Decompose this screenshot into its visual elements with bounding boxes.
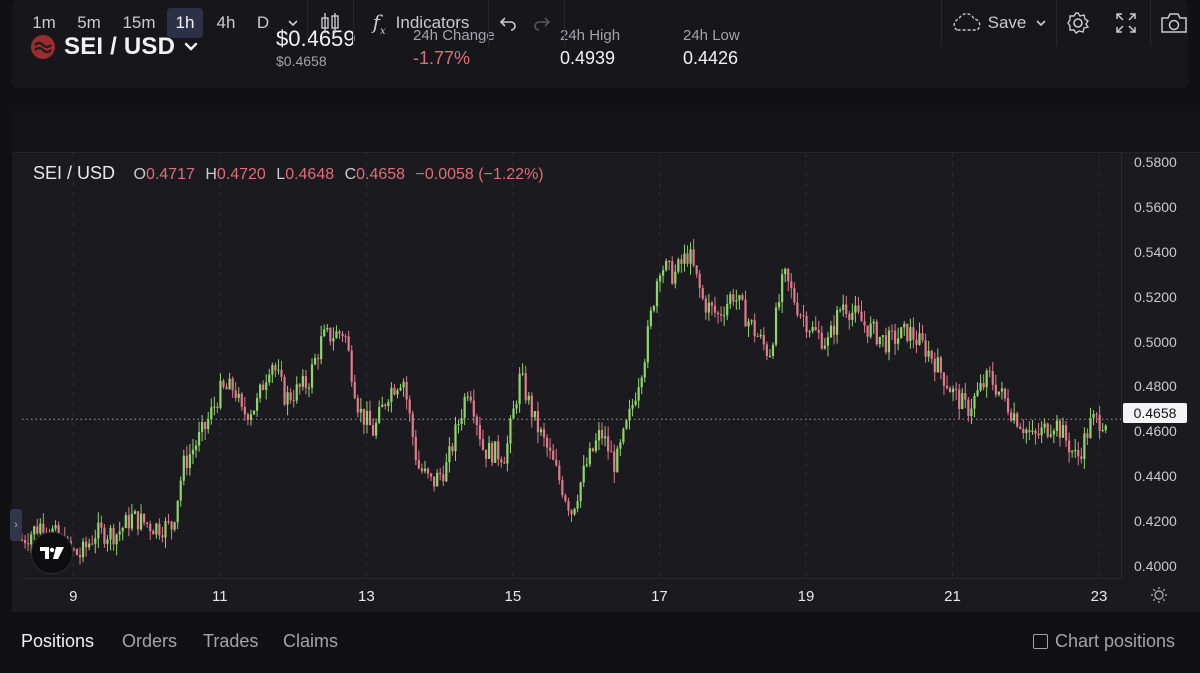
index-price: $0.4658 xyxy=(276,53,327,69)
current-price: $0.4659 xyxy=(276,26,356,51)
stat-24h-low: 24h Low 0.4426 xyxy=(683,27,740,69)
toolbar-divider xyxy=(488,0,489,46)
legend-symbol: SEI / USD xyxy=(33,163,116,183)
time-tick-label: 9 xyxy=(69,588,78,605)
time-tick-label: 13 xyxy=(358,588,375,605)
chart-positions-label[interactable]: Chart positions xyxy=(1055,631,1176,651)
sei-logo-icon xyxy=(31,35,55,59)
legend-c-label: C xyxy=(344,166,357,183)
pair-selector[interactable]: SEI / USD xyxy=(30,33,199,61)
chart-type-button[interactable] xyxy=(312,0,348,46)
tab-trades[interactable]: Trades xyxy=(203,631,259,651)
time-tick-label: 11 xyxy=(212,588,228,605)
settings-button[interactable] xyxy=(1060,0,1096,46)
tab-orders[interactable]: Orders xyxy=(122,631,178,651)
function-icon: fx xyxy=(372,9,386,37)
legend-change: −0.0058 (−1.22%) xyxy=(415,166,544,183)
undo-icon xyxy=(499,17,516,31)
stat-value: 0.4939 xyxy=(560,48,616,68)
last-price-label: 0.4658 xyxy=(1123,403,1187,423)
chart-area[interactable] xyxy=(12,106,1200,612)
price-tick-label: 0.5800 xyxy=(1134,154,1177,171)
time-axis[interactable] xyxy=(22,578,1121,613)
chart-positions-checkbox[interactable] xyxy=(1033,634,1048,649)
save-label: Save xyxy=(987,13,1027,32)
interval-5m[interactable]: 5m xyxy=(77,13,101,32)
price-tick-label: 0.4800 xyxy=(1134,378,1177,395)
interval-dropdown[interactable] xyxy=(282,0,304,46)
price-tick-label: 0.5400 xyxy=(1134,243,1177,260)
interval-4h[interactable]: 4h xyxy=(216,13,236,32)
price-tick-label: 0.4000 xyxy=(1134,557,1177,574)
interval-15m[interactable]: 15m xyxy=(122,13,156,32)
screenshot-button[interactable] xyxy=(1156,0,1192,46)
time-tick-label: 21 xyxy=(944,588,961,605)
indicators-button[interactable]: fx Indicators xyxy=(362,0,480,46)
time-tick-label: 19 xyxy=(797,588,815,605)
sidebar-expand-handle[interactable]: › xyxy=(10,509,22,541)
cloud-icon xyxy=(953,13,981,31)
market-header xyxy=(12,0,1188,88)
toolbar-divider xyxy=(353,0,354,46)
stat-label: 24h Low xyxy=(683,27,740,44)
tab-claims[interactable]: Claims xyxy=(283,631,339,651)
candlestick-icon xyxy=(321,13,339,33)
stat-24h-high: 24h High 0.4939 xyxy=(560,27,620,69)
sun-gear-icon xyxy=(1151,587,1167,603)
time-tick-label: 23 xyxy=(1090,588,1108,605)
time-tick-label: 17 xyxy=(651,588,668,605)
legend-h-label: H xyxy=(205,166,217,183)
legend-o-label: O xyxy=(133,166,146,183)
stat-label: 24h High xyxy=(560,27,621,44)
save-button[interactable]: Save xyxy=(948,0,1028,46)
price-tick-label: 0.5200 xyxy=(1134,288,1177,305)
price-tick-label: 0.5000 xyxy=(1134,333,1177,350)
camera-icon xyxy=(1161,13,1187,33)
save-dropdown[interactable] xyxy=(1030,0,1052,46)
axis-settings-button[interactable] xyxy=(1150,586,1168,609)
toolbar-divider xyxy=(1150,0,1151,46)
pair-name: SEI / USD xyxy=(64,33,176,60)
stat-value: 0.4426 xyxy=(683,48,739,68)
redo-button[interactable] xyxy=(528,0,556,46)
interval-d[interactable]: D xyxy=(256,13,270,32)
toolbar-divider xyxy=(941,0,942,46)
fullscreen-button[interactable] xyxy=(1108,0,1144,46)
chevron-down-icon xyxy=(184,42,198,51)
chart-toolbar xyxy=(12,106,1200,153)
interval-1m[interactable]: 1m xyxy=(32,13,56,32)
price-tick-label: 0.4200 xyxy=(1134,512,1177,529)
legend-close: 0.4658 xyxy=(356,166,406,183)
time-tick-label: 15 xyxy=(504,588,522,605)
price-tick-label: 0.5600 xyxy=(1134,199,1177,216)
stat-value: -1.77% xyxy=(413,48,471,68)
legend-open: 0.4717 xyxy=(145,166,195,183)
legend-high: 0.4720 xyxy=(216,166,266,183)
toolbar-divider xyxy=(1056,0,1057,46)
chevron-down-icon xyxy=(288,20,298,27)
redo-icon xyxy=(534,17,551,31)
interval-1h[interactable]: 1h xyxy=(167,8,203,38)
stat-label: 24h Change xyxy=(413,27,495,44)
price-tick-label: 0.4400 xyxy=(1134,468,1177,485)
chevron-down-icon xyxy=(1036,20,1046,27)
toolbar-divider xyxy=(307,0,308,46)
toolbar-divider xyxy=(564,0,565,46)
price-axis[interactable] xyxy=(1121,152,1200,578)
legend-low: 0.4648 xyxy=(285,166,335,183)
undo-button[interactable] xyxy=(494,0,522,46)
price-tick-label: 0.4600 xyxy=(1134,423,1177,440)
ohlc-legend: SEI / USD O0.4717 H0.4720 L0.4648 C0.465… xyxy=(33,163,544,184)
indicators-label: Indicators xyxy=(395,13,470,32)
fullscreen-icon xyxy=(1116,13,1136,33)
stat-24h-change: 24h Change -1.77% xyxy=(413,27,495,69)
legend-l-label: L xyxy=(276,166,286,183)
tradingview-icon xyxy=(40,547,64,559)
bottom-panel xyxy=(0,612,1200,673)
gear-icon xyxy=(1067,12,1090,34)
tradingview-logo[interactable] xyxy=(31,532,73,574)
tab-positions[interactable]: Positions xyxy=(21,631,95,651)
